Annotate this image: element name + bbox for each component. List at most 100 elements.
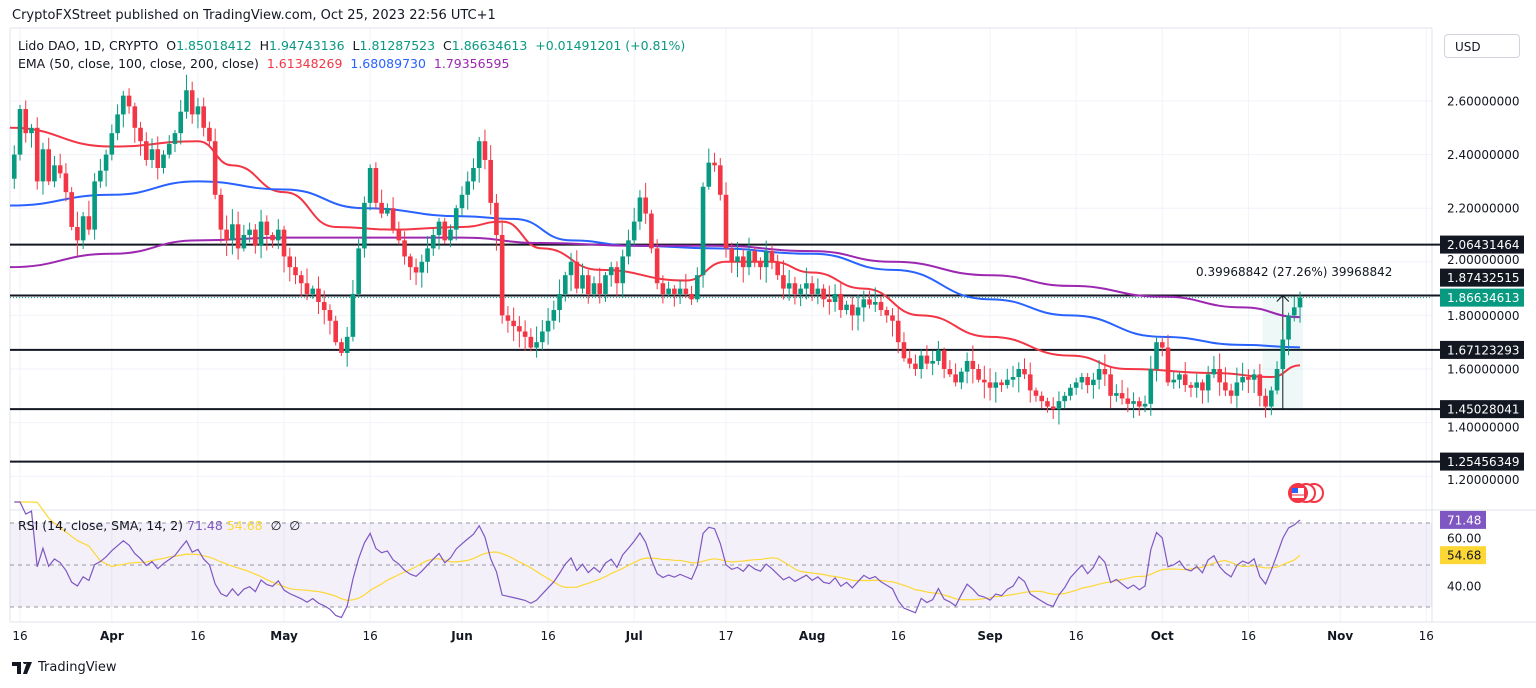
candle-body	[1165, 347, 1171, 383]
candle	[1286, 312, 1291, 356]
candle	[1131, 392, 1136, 419]
candle	[166, 135, 172, 159]
rsi-sma-value: 54.68	[226, 518, 263, 533]
candle-body	[666, 288, 671, 294]
candle-body	[1079, 377, 1085, 383]
candle-body	[597, 283, 603, 294]
candle	[608, 262, 614, 287]
candle	[270, 232, 275, 248]
candle	[717, 158, 723, 201]
candle-body	[413, 267, 419, 273]
candle-body	[1154, 342, 1159, 369]
candle	[1228, 383, 1234, 404]
candle-body	[425, 248, 430, 262]
candle-body	[729, 248, 735, 262]
candle-body	[752, 251, 758, 262]
candle	[241, 224, 247, 252]
candle-body	[1251, 374, 1257, 380]
candle-body	[494, 202, 499, 235]
symbol-name[interactable]: Lido DAO, 1D, CRYPTO	[18, 38, 159, 53]
candle	[430, 228, 436, 256]
candle	[316, 276, 321, 315]
currency-selector[interactable]: USD	[1444, 34, 1520, 58]
candle-body	[138, 127, 143, 142]
candle-body	[92, 181, 97, 230]
candle-body	[890, 315, 895, 321]
time-tick: May	[270, 629, 298, 643]
ema50-value: 1.61348269	[266, 56, 343, 71]
candle	[327, 304, 333, 335]
candle-body	[964, 360, 970, 372]
candle-body	[809, 283, 815, 294]
candle-body	[1297, 297, 1303, 308]
candle	[1154, 336, 1159, 382]
candle	[350, 279, 356, 342]
candle	[408, 253, 413, 280]
candle	[115, 104, 120, 141]
open-value: 1.85018412	[176, 38, 252, 53]
rsi-title[interactable]: RSI (14, close, SMA, 14, 2)	[18, 518, 184, 533]
candle-body	[735, 256, 740, 262]
candle-body	[1228, 390, 1234, 396]
candle-body	[98, 170, 103, 182]
time-tick: 16	[12, 629, 27, 643]
candle	[964, 352, 970, 384]
candle-body	[408, 256, 413, 268]
candle-body	[924, 355, 930, 364]
ema-title[interactable]: EMA (50, close, 100, close, 200, close)	[18, 56, 259, 71]
candle	[40, 142, 46, 195]
candle	[212, 128, 218, 200]
candle-body	[1016, 369, 1022, 378]
candle-body	[683, 288, 689, 294]
candle-body	[287, 256, 293, 268]
candle	[189, 81, 195, 124]
candle-body	[1102, 369, 1108, 375]
candle-body	[591, 283, 597, 294]
candle	[557, 279, 562, 323]
candle-body	[1027, 374, 1033, 391]
candle	[626, 229, 631, 265]
candle-body	[482, 141, 488, 160]
candle	[1079, 372, 1085, 390]
candle-body	[109, 133, 115, 155]
rsi-extra-2: ∅	[289, 518, 301, 533]
time-tick: Jun	[450, 629, 473, 643]
candle	[1022, 358, 1027, 379]
candle	[999, 379, 1004, 392]
candle-body	[947, 369, 953, 375]
candle	[499, 220, 505, 324]
candle	[511, 307, 516, 342]
candle-body	[195, 106, 201, 115]
candle	[786, 269, 792, 301]
economic-events-icon[interactable]	[1288, 483, 1324, 503]
tradingview-logo[interactable]: TradingView	[12, 660, 117, 675]
candle	[528, 328, 534, 352]
price-tick: 1.20000000	[1447, 473, 1520, 487]
candle	[821, 284, 826, 308]
level-label-box	[1440, 340, 1524, 359]
candle	[838, 283, 844, 318]
candle-body	[769, 251, 775, 262]
candle	[953, 363, 958, 387]
candle	[1062, 391, 1067, 409]
level-label-box	[1440, 268, 1524, 287]
candle	[471, 158, 476, 190]
level-label-box	[1440, 400, 1524, 419]
candle	[1263, 388, 1268, 418]
candle-body	[436, 221, 442, 235]
candle-body	[201, 106, 206, 128]
candle-body	[1234, 382, 1240, 396]
rsi-sma-label: 54.68	[1447, 549, 1481, 563]
candle-body	[689, 293, 694, 300]
rsi-tick: 60.00	[1447, 532, 1481, 546]
candle	[1182, 361, 1188, 393]
candle-body	[1246, 377, 1251, 380]
candle	[890, 308, 895, 337]
candle	[603, 272, 608, 302]
candle-body	[1291, 307, 1297, 316]
candle	[1085, 372, 1090, 394]
time-tick: Aug	[799, 629, 825, 643]
change-value: +0.01491201 (+0.81%)	[535, 38, 686, 53]
time-tick: 16	[540, 629, 555, 643]
